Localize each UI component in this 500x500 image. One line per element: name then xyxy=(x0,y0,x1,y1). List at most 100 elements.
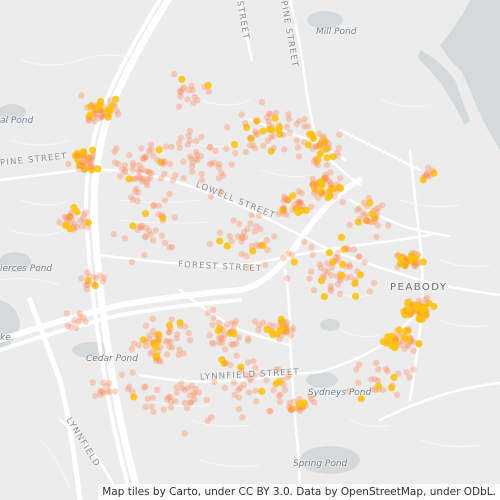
incident-point xyxy=(219,326,227,334)
incident-point xyxy=(420,306,428,314)
incident-point xyxy=(117,173,124,180)
incident-point xyxy=(252,364,259,372)
incident-point xyxy=(346,261,353,269)
incident-point xyxy=(289,405,297,413)
incident-point xyxy=(148,169,156,177)
incident-point xyxy=(281,386,289,394)
incident-point xyxy=(186,392,193,399)
incident-point xyxy=(136,224,143,231)
incident-point xyxy=(365,218,373,225)
incident-point xyxy=(245,389,253,396)
incident-point xyxy=(244,337,252,344)
incident-point xyxy=(270,144,277,152)
incident-point xyxy=(208,160,215,167)
incident-point xyxy=(210,340,217,347)
incident-point xyxy=(270,132,277,140)
incident-point xyxy=(190,391,197,398)
incident-point xyxy=(161,197,169,204)
incident-point xyxy=(132,175,139,183)
incident-point xyxy=(147,231,154,238)
incident-point xyxy=(178,380,185,387)
incident-point xyxy=(338,271,346,279)
incident-point xyxy=(298,189,305,197)
incident-point xyxy=(108,102,116,110)
incident-point xyxy=(322,145,330,153)
incident-point xyxy=(268,328,276,336)
incident-point xyxy=(363,216,371,225)
incident-point xyxy=(221,331,228,339)
incident-point xyxy=(137,175,144,182)
incident-point xyxy=(256,212,263,219)
incident-point xyxy=(61,213,69,221)
incident-point xyxy=(124,386,132,393)
incident-point xyxy=(372,359,380,367)
incident-point xyxy=(211,378,218,386)
incident-point xyxy=(233,352,240,359)
incident-point xyxy=(179,86,186,93)
incident-point xyxy=(142,153,149,161)
incident-point xyxy=(281,205,288,212)
incident-point xyxy=(100,389,107,397)
incident-point xyxy=(244,359,252,366)
incident-point xyxy=(351,279,359,287)
incident-point xyxy=(210,306,217,314)
incident-point xyxy=(113,107,120,115)
incident-point xyxy=(288,251,296,258)
incident-point xyxy=(184,384,191,392)
incident-point xyxy=(91,282,99,290)
incident-point xyxy=(295,198,302,205)
incident-point xyxy=(217,334,225,341)
incident-point xyxy=(236,220,243,228)
incident-point xyxy=(318,182,326,190)
incident-point xyxy=(401,261,409,269)
incident-point xyxy=(171,398,179,405)
incident-point xyxy=(324,269,331,276)
incident-point xyxy=(373,233,380,241)
incident-point xyxy=(308,244,315,251)
incident-point xyxy=(311,184,319,193)
incident-point xyxy=(280,255,287,262)
incident-point xyxy=(252,130,260,137)
incident-point xyxy=(71,317,78,324)
incident-point xyxy=(301,123,308,130)
incident-point xyxy=(167,393,174,401)
peabody-label: PEABODY xyxy=(390,282,448,293)
incident-point xyxy=(119,166,126,173)
incident-point xyxy=(313,179,320,187)
incident-point xyxy=(206,240,214,248)
incident-point xyxy=(215,319,222,326)
incident-point xyxy=(295,400,303,408)
incident-point xyxy=(80,166,88,174)
incident-point xyxy=(314,161,321,169)
incident-point xyxy=(129,196,137,203)
incident-point xyxy=(166,190,173,198)
incident-point xyxy=(307,268,315,275)
incident-point xyxy=(197,152,205,160)
incident-point xyxy=(89,379,96,386)
incident-point xyxy=(234,233,241,240)
incident-point xyxy=(210,314,217,322)
incident-point xyxy=(147,350,154,357)
incident-point xyxy=(334,281,342,288)
incident-point xyxy=(162,143,170,150)
incident-point xyxy=(310,287,318,294)
incident-point xyxy=(382,365,390,372)
incident-point xyxy=(180,84,187,91)
incident-point xyxy=(166,244,173,251)
incident-point xyxy=(371,218,378,225)
incident-point xyxy=(276,326,284,335)
incident-point xyxy=(374,377,382,384)
incident-point xyxy=(267,147,275,155)
incident-point xyxy=(250,357,257,365)
harbor-water xyxy=(440,0,500,150)
incident-point xyxy=(283,324,291,331)
incident-point xyxy=(169,177,177,184)
incident-point xyxy=(395,370,402,377)
incident-point xyxy=(104,113,112,121)
incident-point xyxy=(189,86,196,94)
incident-point xyxy=(322,267,329,274)
incident-point xyxy=(152,227,159,234)
incident-point xyxy=(227,361,234,369)
incident-point xyxy=(316,149,324,158)
